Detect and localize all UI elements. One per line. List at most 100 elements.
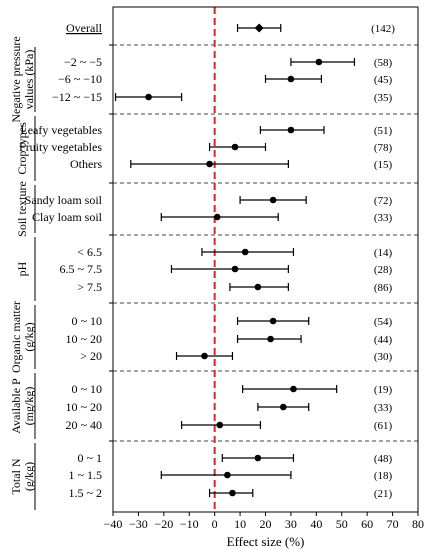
sample-count: (14) — [374, 247, 393, 259]
row-label: Leafy vegetables — [20, 123, 102, 137]
sample-count: (44) — [374, 334, 393, 346]
row-label: 0 ~ 1 — [78, 451, 103, 465]
sample-count: (35) — [374, 92, 393, 104]
mean-point — [231, 143, 239, 151]
sample-count: (78) — [374, 142, 393, 154]
sample-count: (54) — [374, 316, 393, 328]
row-label: 1 ~ 1.5 — [69, 468, 103, 482]
row-label: > 20 — [80, 349, 102, 363]
mean-point — [269, 317, 277, 325]
sample-count: (33) — [374, 212, 393, 224]
row-label: −2 ~ −5 — [64, 55, 102, 69]
data-row: 1 ~ 1.5 (18) — [69, 468, 393, 482]
x-tick-label: 0 — [212, 517, 218, 531]
mean-point — [241, 248, 249, 256]
mean-point — [267, 335, 274, 343]
row-label: 6.5 ~ 7.5 — [60, 262, 103, 276]
sample-count: (28) — [374, 264, 393, 276]
group-label: Total N(g/kg) — [9, 443, 36, 510]
row-label: 20 ~ 40 — [66, 418, 103, 432]
data-row: 20 ~ 40 (61) — [66, 418, 393, 432]
group-labels: Negative pressurevalues (kPa)Crop types S… — [9, 36, 36, 510]
group-label: Soil texture — [15, 181, 36, 237]
data-row: < 6.5 (14) — [77, 245, 392, 259]
mean-point — [145, 93, 152, 101]
sample-count: (51) — [374, 125, 393, 137]
data-row: 0 ~ 10 (19) — [72, 382, 393, 396]
group-label-text: Crop types — [15, 122, 29, 175]
mean-point — [279, 403, 287, 411]
x-axis-title: Effect size (%) — [227, 534, 305, 549]
x-tick-label: −10 — [180, 517, 199, 531]
x-tick-label: −20 — [154, 517, 173, 531]
plot-frame — [112, 6, 419, 513]
group-label-text: Total N(g/kg) — [9, 458, 36, 494]
sample-count: (58) — [374, 57, 393, 69]
data-row: Clay loam soil (33) — [32, 210, 392, 224]
row-label: 10 ~ 20 — [66, 332, 103, 346]
data-row: 10 ~ 20 (44) — [66, 332, 393, 346]
sample-count: (86) — [374, 282, 393, 294]
data-row: Others (15) — [70, 157, 392, 171]
mean-point — [290, 385, 297, 393]
sample-count: (33) — [374, 402, 393, 414]
x-tick-label: 60 — [361, 517, 373, 531]
x-tick-label: −30 — [129, 517, 148, 531]
sample-count: (30) — [374, 351, 393, 363]
data-row: −12 ~ −15 (35) — [52, 90, 393, 104]
mean-point — [231, 265, 239, 273]
data-row: > 7.5 (86) — [77, 280, 392, 294]
row-label: 0 ~ 10 — [72, 382, 103, 396]
row-label: Overall — [66, 21, 103, 35]
x-tick-label: 70 — [387, 517, 399, 531]
mean-point — [216, 421, 224, 429]
x-tick-label: −40 — [104, 517, 123, 531]
data-row: 10 ~ 20 (33) — [66, 400, 393, 414]
group-label: Crop types — [15, 116, 36, 181]
mean-point — [254, 283, 262, 291]
group-label-text: Available P(mg/kg) — [9, 378, 36, 434]
x-tick-label: 80 — [412, 517, 424, 531]
row-label: Others — [70, 157, 102, 171]
sample-count: (21) — [374, 488, 393, 500]
data-row: 0 ~ 10 (54) — [72, 314, 393, 328]
data-row: Sandy loam soil (72) — [25, 193, 393, 207]
sample-count: (45) — [374, 74, 393, 86]
x-tick-label: 50 — [336, 517, 348, 531]
mean-point — [213, 213, 221, 221]
mean-point — [269, 196, 277, 204]
x-axis: −40 −30 −20 −10 0 10 20 30 40 50 60 70 80 — [104, 512, 424, 531]
data-row: 1.5 ~ 2 (21) — [69, 486, 393, 500]
sample-count: (61) — [374, 420, 393, 432]
data-row: 0 ~ 1 (48) — [78, 451, 393, 465]
mean-point — [315, 58, 323, 66]
sample-count: (142) — [371, 23, 395, 35]
row-label: Fruity vegetables — [19, 140, 102, 154]
mean-point — [224, 471, 231, 479]
mean-point — [287, 75, 295, 83]
data-row: Leafy vegetables (51) — [20, 123, 392, 137]
group-label: Negative pressurevalues (kPa) — [9, 36, 36, 122]
mean-point — [201, 352, 208, 360]
sample-count: (18) — [374, 470, 393, 482]
x-tick-label: 40 — [310, 517, 322, 531]
group-label: Organic matter(g/kg) — [9, 301, 36, 373]
group-label: Available P(mg/kg) — [9, 373, 36, 439]
row-label: Sandy loam soil — [25, 193, 103, 207]
group-separators — [109, 44, 418, 442]
sample-count: (72) — [374, 195, 393, 207]
mean-point — [206, 160, 213, 168]
data-row: −2 ~ −5 (58) — [64, 55, 393, 69]
row-label: < 6.5 — [77, 245, 102, 259]
data-rows: Overall (142) −2 ~ −5 (58) −6 ~ −10 (45) −12 ~… — [19, 21, 395, 500]
row-label: 10 ~ 20 — [66, 400, 103, 414]
x-tick-label: 10 — [234, 517, 246, 531]
data-row: 6.5 ~ 7.5 (28) — [60, 262, 393, 276]
row-label: > 7.5 — [77, 280, 102, 294]
sample-count: (19) — [374, 384, 393, 396]
data-row: Fruity vegetables (78) — [19, 140, 392, 154]
mean-diamond — [254, 23, 264, 33]
group-label-text: Soil texture — [15, 181, 29, 237]
mean-point — [229, 489, 236, 497]
